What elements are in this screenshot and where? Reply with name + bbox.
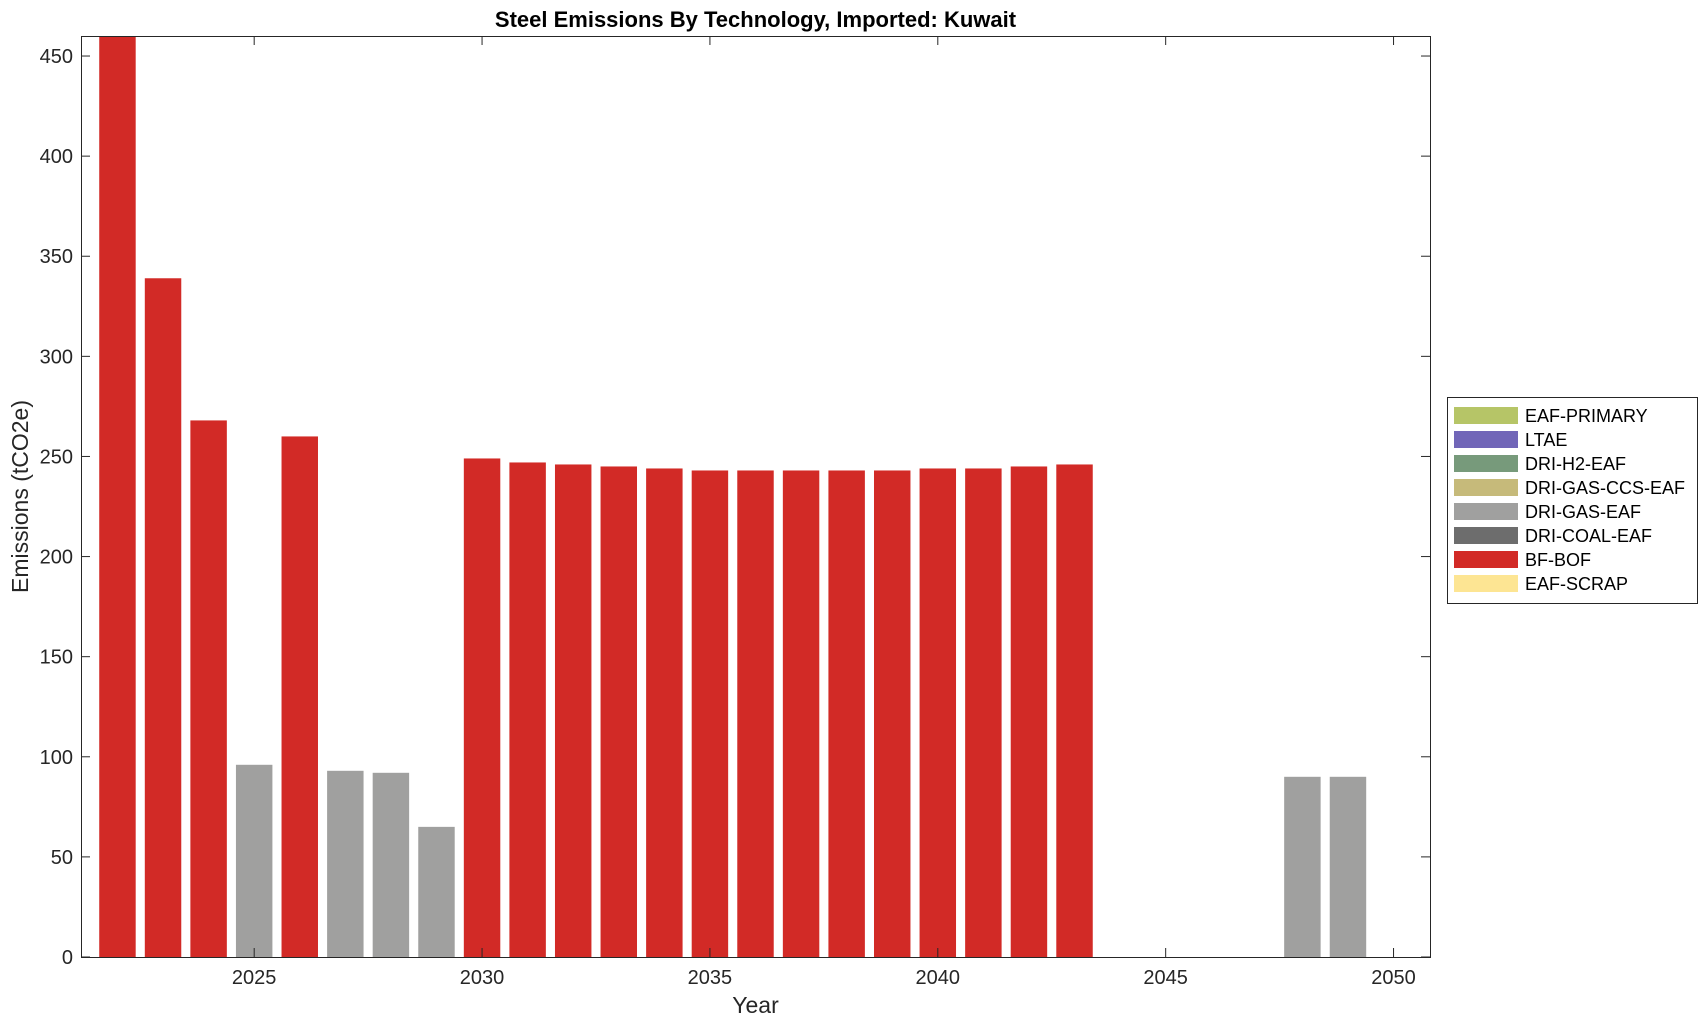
bar-2036-bf-bof (737, 470, 774, 957)
bar-2032-bf-bof (554, 464, 592, 957)
y-axis-title: Emissions (tCO2e) (7, 400, 33, 593)
y-tick-label: 450 (40, 46, 73, 68)
bar-2037-bf-bof (782, 470, 820, 957)
legend-box (1447, 397, 1698, 604)
plot-area-frame (81, 36, 1431, 958)
y-tick-label: 250 (40, 446, 73, 468)
legend-swatch-dri-gas-ccs-eaf (1454, 479, 1518, 496)
bar-2027-dri-gas-eaf (327, 770, 364, 957)
bar-2022-bf-bof (99, 36, 136, 957)
bar-2031-bf-bof (509, 462, 546, 957)
bar-2023-bf-bof (144, 278, 182, 957)
chart-title: Steel Emissions By Technology, Imported:… (495, 7, 1017, 32)
x-tick-label: 2040 (916, 967, 961, 989)
legend-swatch-dri-h2-eaf (1454, 455, 1518, 472)
legend-label-bf-bof: BF-BOF (1525, 550, 1591, 570)
bar-2035-bf-bof (691, 470, 729, 957)
bar-2034-bf-bof (646, 468, 683, 957)
legend-swatch-eaf-primary (1454, 407, 1518, 424)
legend-swatch-bf-bof (1454, 551, 1518, 568)
legend-label-dri-h2-eaf: DRI-H2-EAF (1525, 454, 1626, 474)
bar-2048-dri-gas-eaf (1284, 776, 1321, 957)
legend-label-dri-gas-eaf: DRI-GAS-EAF (1525, 502, 1641, 522)
ticks-layer: 0 50 100 150 200 250 300 350 400 450 2025 2030 2035 2… (40, 36, 1430, 989)
bar-2038-bf-bof (828, 470, 865, 957)
legend-label-dri-gas-ccs-eaf: DRI-GAS-CCS-EAF (1525, 478, 1685, 498)
legend-swatch-eaf-scrap (1454, 575, 1518, 592)
bar-2043-bf-bof (1056, 464, 1093, 957)
legend-label-eaf-scrap: EAF-SCRAP (1525, 574, 1628, 594)
legend-label-ltae: LTAE (1525, 430, 1567, 450)
x-tick-label: 2050 (1371, 967, 1416, 989)
bar-2033-bf-bof (600, 466, 638, 957)
x-tick-label: 2045 (1143, 967, 1188, 989)
y-tick-label: 50 (51, 847, 73, 869)
bar-2024-bf-bof (190, 420, 227, 958)
bar-2039-bf-bof (873, 470, 911, 957)
legend-label-eaf-primary: EAF-PRIMARY (1525, 406, 1648, 426)
legend-swatch-ltae (1454, 431, 1518, 448)
bars-layer (99, 36, 1367, 958)
legend-label-dri-coal-eaf: DRI-COAL-EAF (1525, 526, 1652, 546)
bar-2029-dri-gas-eaf (418, 826, 455, 957)
y-tick-label: 350 (40, 246, 73, 268)
y-tick-label: 300 (40, 346, 73, 368)
x-tick-label: 2035 (688, 967, 733, 989)
x-tick-label: 2025 (232, 967, 277, 989)
legend: EAF-PRIMARY LTAE DRI-H2-EAF DRI-GAS-CCS-EAF… (1447, 397, 1698, 604)
bar-2026-bf-bof (281, 436, 318, 957)
x-axis-title: Year (732, 992, 779, 1018)
bar-2028-dri-gas-eaf (372, 772, 410, 957)
bar-2030-bf-bof (463, 458, 501, 957)
bar-2049-dri-gas-eaf (1329, 776, 1367, 957)
y-tick-label: 100 (40, 747, 73, 769)
legend-swatch-dri-coal-eaf (1454, 527, 1518, 544)
y-tick-label: 400 (40, 146, 73, 168)
bar-2040-bf-bof (919, 468, 957, 957)
y-tick-label: 200 (40, 547, 73, 569)
legend-swatch-dri-gas-eaf (1454, 503, 1518, 520)
bar-2042-bf-bof (1010, 466, 1048, 957)
y-tick-label: 150 (40, 647, 73, 669)
bar-2025-dri-gas-eaf (235, 764, 273, 957)
bar-2041-bf-bof (965, 468, 1002, 957)
x-tick-label: 2030 (460, 967, 505, 989)
y-tick-label: 0 (62, 947, 73, 969)
